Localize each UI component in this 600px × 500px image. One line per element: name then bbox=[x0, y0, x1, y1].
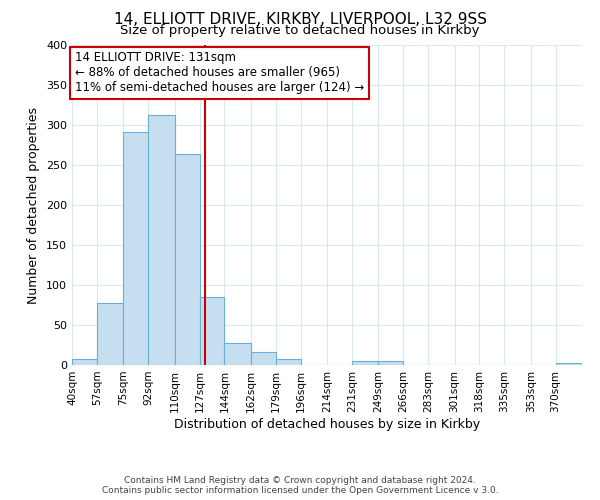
Bar bbox=[352, 361, 378, 365]
Text: Contains HM Land Registry data © Crown copyright and database right 2024.
Contai: Contains HM Land Registry data © Crown c… bbox=[101, 476, 499, 495]
Bar bbox=[224, 342, 251, 365]
Bar bbox=[97, 304, 123, 365]
X-axis label: Distribution of detached houses by size in Kirkby: Distribution of detached houses by size … bbox=[174, 418, 480, 430]
Text: 14, ELLIOTT DRIVE, KIRKBY, LIVERPOOL, L32 9SS: 14, ELLIOTT DRIVE, KIRKBY, LIVERPOOL, L3… bbox=[113, 12, 487, 28]
Bar bbox=[556, 362, 582, 365]
Y-axis label: Number of detached properties: Number of detached properties bbox=[28, 106, 40, 304]
Text: Size of property relative to detached houses in Kirkby: Size of property relative to detached ho… bbox=[120, 24, 480, 37]
Bar bbox=[175, 154, 199, 365]
Bar bbox=[72, 358, 97, 365]
Bar bbox=[199, 297, 224, 365]
Bar bbox=[123, 132, 148, 365]
Bar bbox=[148, 116, 175, 365]
Text: 14 ELLIOTT DRIVE: 131sqm
← 88% of detached houses are smaller (965)
11% of semi-: 14 ELLIOTT DRIVE: 131sqm ← 88% of detach… bbox=[74, 52, 364, 94]
Bar bbox=[251, 352, 276, 365]
Bar bbox=[276, 358, 301, 365]
Bar bbox=[378, 361, 403, 365]
